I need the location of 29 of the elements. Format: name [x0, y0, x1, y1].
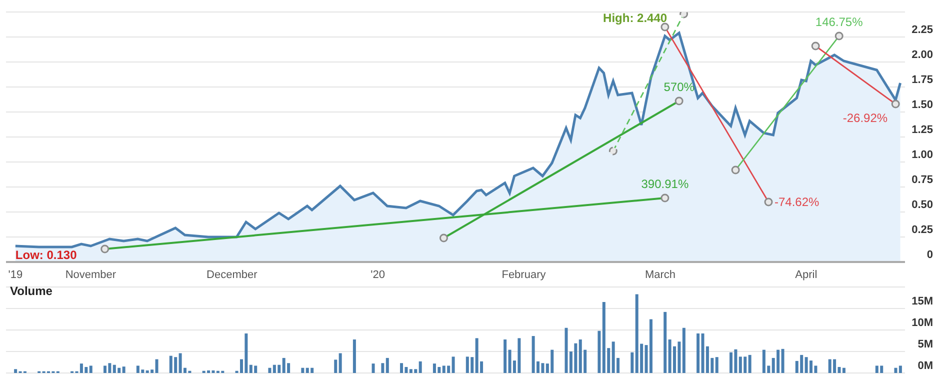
y-tick-label: 0M — [918, 360, 933, 372]
chart-title: Volume — [10, 284, 52, 298]
y-tick-label: 0.75 — [912, 174, 933, 186]
y-tick-label: 0.50 — [912, 199, 933, 211]
series-label: 390.91% — [641, 177, 689, 191]
annotation: Low: 0.130 — [15, 248, 78, 262]
x-tick-label: November — [65, 268, 116, 281]
y-tick-label: 1.00 — [912, 149, 933, 161]
y-tick-label: 0 — [926, 249, 933, 261]
y-tick-label: 2.25 — [912, 24, 933, 36]
y-tick-label: 2.00 — [912, 49, 933, 61]
series-label: 146.75% — [815, 15, 864, 29]
y-tick-label: 10M — [912, 317, 933, 329]
series-label: 570% — [664, 80, 695, 94]
x-tick-label: March — [644, 268, 676, 281]
x-tick-label: '19 — [8, 268, 23, 281]
series-label: -74.62% — [774, 195, 820, 209]
y-tick-label: 5M — [918, 338, 933, 350]
y-tick-label: 1.75 — [912, 74, 933, 86]
x-tick-label: April — [795, 268, 818, 281]
y-tick-label: 0.25 — [912, 224, 933, 236]
series-label: -26.92% — [842, 111, 888, 125]
y-tick-label: 15M — [912, 296, 933, 308]
x-tick-label: December — [206, 268, 258, 281]
y-tick-label: 1.25 — [912, 124, 933, 136]
y-tick-label: 1.50 — [912, 99, 933, 111]
x-tick-label: February — [502, 268, 546, 281]
annotation: High: 2.440 — [603, 11, 668, 25]
x-tick-label: '20 — [370, 268, 386, 281]
